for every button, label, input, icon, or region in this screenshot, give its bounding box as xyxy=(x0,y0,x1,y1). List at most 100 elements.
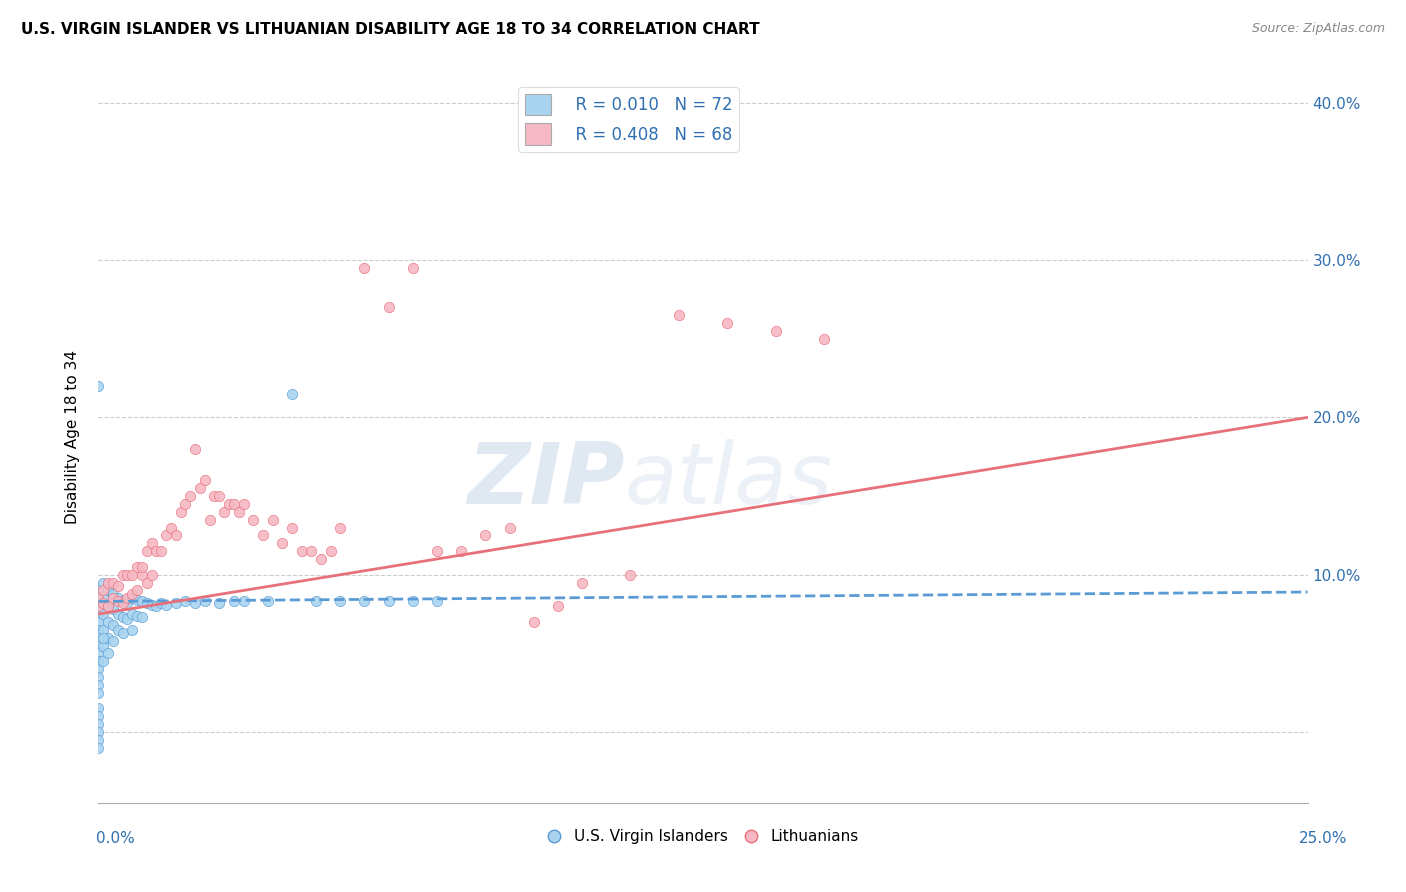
Point xyxy=(188,481,211,495)
Point xyxy=(402,594,425,608)
Point xyxy=(97,599,120,614)
Point xyxy=(97,631,120,645)
Point xyxy=(101,591,124,606)
Point xyxy=(91,607,114,621)
Point xyxy=(184,442,207,456)
Point xyxy=(232,497,254,511)
Point xyxy=(135,544,157,558)
Point xyxy=(194,473,217,487)
Point xyxy=(101,618,124,632)
Y-axis label: Disability Age 18 to 34: Disability Age 18 to 34 xyxy=(65,350,80,524)
Point xyxy=(377,594,399,608)
Point xyxy=(252,528,274,542)
Point xyxy=(305,594,328,608)
Point xyxy=(281,520,304,534)
Point xyxy=(121,591,143,606)
Point xyxy=(111,594,134,608)
Point xyxy=(571,575,593,590)
Point xyxy=(97,583,120,598)
Point xyxy=(87,732,110,747)
Point xyxy=(131,594,153,608)
Point xyxy=(101,586,124,600)
Point xyxy=(87,709,110,723)
Point xyxy=(87,740,110,755)
Point xyxy=(101,602,124,616)
Point xyxy=(145,599,167,614)
Point xyxy=(117,567,139,582)
Point xyxy=(107,594,129,608)
Point xyxy=(101,633,124,648)
Point xyxy=(127,608,149,623)
Point xyxy=(135,596,157,610)
Point xyxy=(87,686,110,700)
Point xyxy=(145,544,167,558)
Point xyxy=(402,260,425,275)
Point xyxy=(91,591,114,606)
Point xyxy=(426,544,449,558)
Point xyxy=(523,615,546,629)
Point xyxy=(377,301,399,315)
Point xyxy=(107,607,129,621)
Point xyxy=(127,559,149,574)
Point xyxy=(169,505,191,519)
Legend: U.S. Virgin Islanders, Lithuanians: U.S. Virgin Islanders, Lithuanians xyxy=(541,822,865,850)
Point xyxy=(107,579,129,593)
Point xyxy=(87,615,110,629)
Point xyxy=(281,387,304,401)
Point xyxy=(87,607,110,621)
Point xyxy=(184,596,207,610)
Point xyxy=(107,591,129,606)
Point xyxy=(87,631,110,645)
Point xyxy=(91,596,114,610)
Point xyxy=(131,610,153,624)
Point xyxy=(222,497,245,511)
Text: Source: ZipAtlas.com: Source: ZipAtlas.com xyxy=(1251,22,1385,36)
Point xyxy=(353,594,375,608)
Point xyxy=(87,662,110,676)
Point xyxy=(91,575,114,590)
Point xyxy=(547,599,569,614)
Point xyxy=(107,623,129,637)
Point xyxy=(813,332,835,346)
Point xyxy=(121,623,143,637)
Text: U.S. VIRGIN ISLANDER VS LITHUANIAN DISABILITY AGE 18 TO 34 CORRELATION CHART: U.S. VIRGIN ISLANDER VS LITHUANIAN DISAB… xyxy=(21,22,759,37)
Point xyxy=(131,567,153,582)
Point xyxy=(87,670,110,684)
Point xyxy=(117,612,139,626)
Point xyxy=(87,646,110,660)
Point xyxy=(97,599,120,614)
Point xyxy=(97,646,120,660)
Point xyxy=(111,610,134,624)
Point xyxy=(716,316,738,330)
Point xyxy=(155,528,177,542)
Point xyxy=(271,536,294,550)
Point xyxy=(121,607,143,621)
Point xyxy=(474,528,496,542)
Point xyxy=(179,489,201,503)
Point xyxy=(141,536,163,550)
Point xyxy=(150,544,173,558)
Point xyxy=(87,701,110,715)
Point xyxy=(87,379,110,393)
Point xyxy=(87,591,110,606)
Point xyxy=(174,497,197,511)
Point xyxy=(131,559,153,574)
Point xyxy=(111,567,134,582)
Point xyxy=(121,586,143,600)
Point xyxy=(204,489,226,503)
Point xyxy=(319,544,342,558)
Text: atlas: atlas xyxy=(624,440,832,523)
Point xyxy=(329,594,352,608)
Point xyxy=(450,544,472,558)
Point xyxy=(299,544,322,558)
Point xyxy=(91,654,114,668)
Point xyxy=(87,654,110,668)
Point xyxy=(426,594,449,608)
Point xyxy=(256,594,278,608)
Text: 0.0%: 0.0% xyxy=(96,831,135,846)
Point xyxy=(262,513,284,527)
Point xyxy=(91,623,114,637)
Point xyxy=(91,583,114,598)
Point xyxy=(135,575,157,590)
Point xyxy=(208,596,231,610)
